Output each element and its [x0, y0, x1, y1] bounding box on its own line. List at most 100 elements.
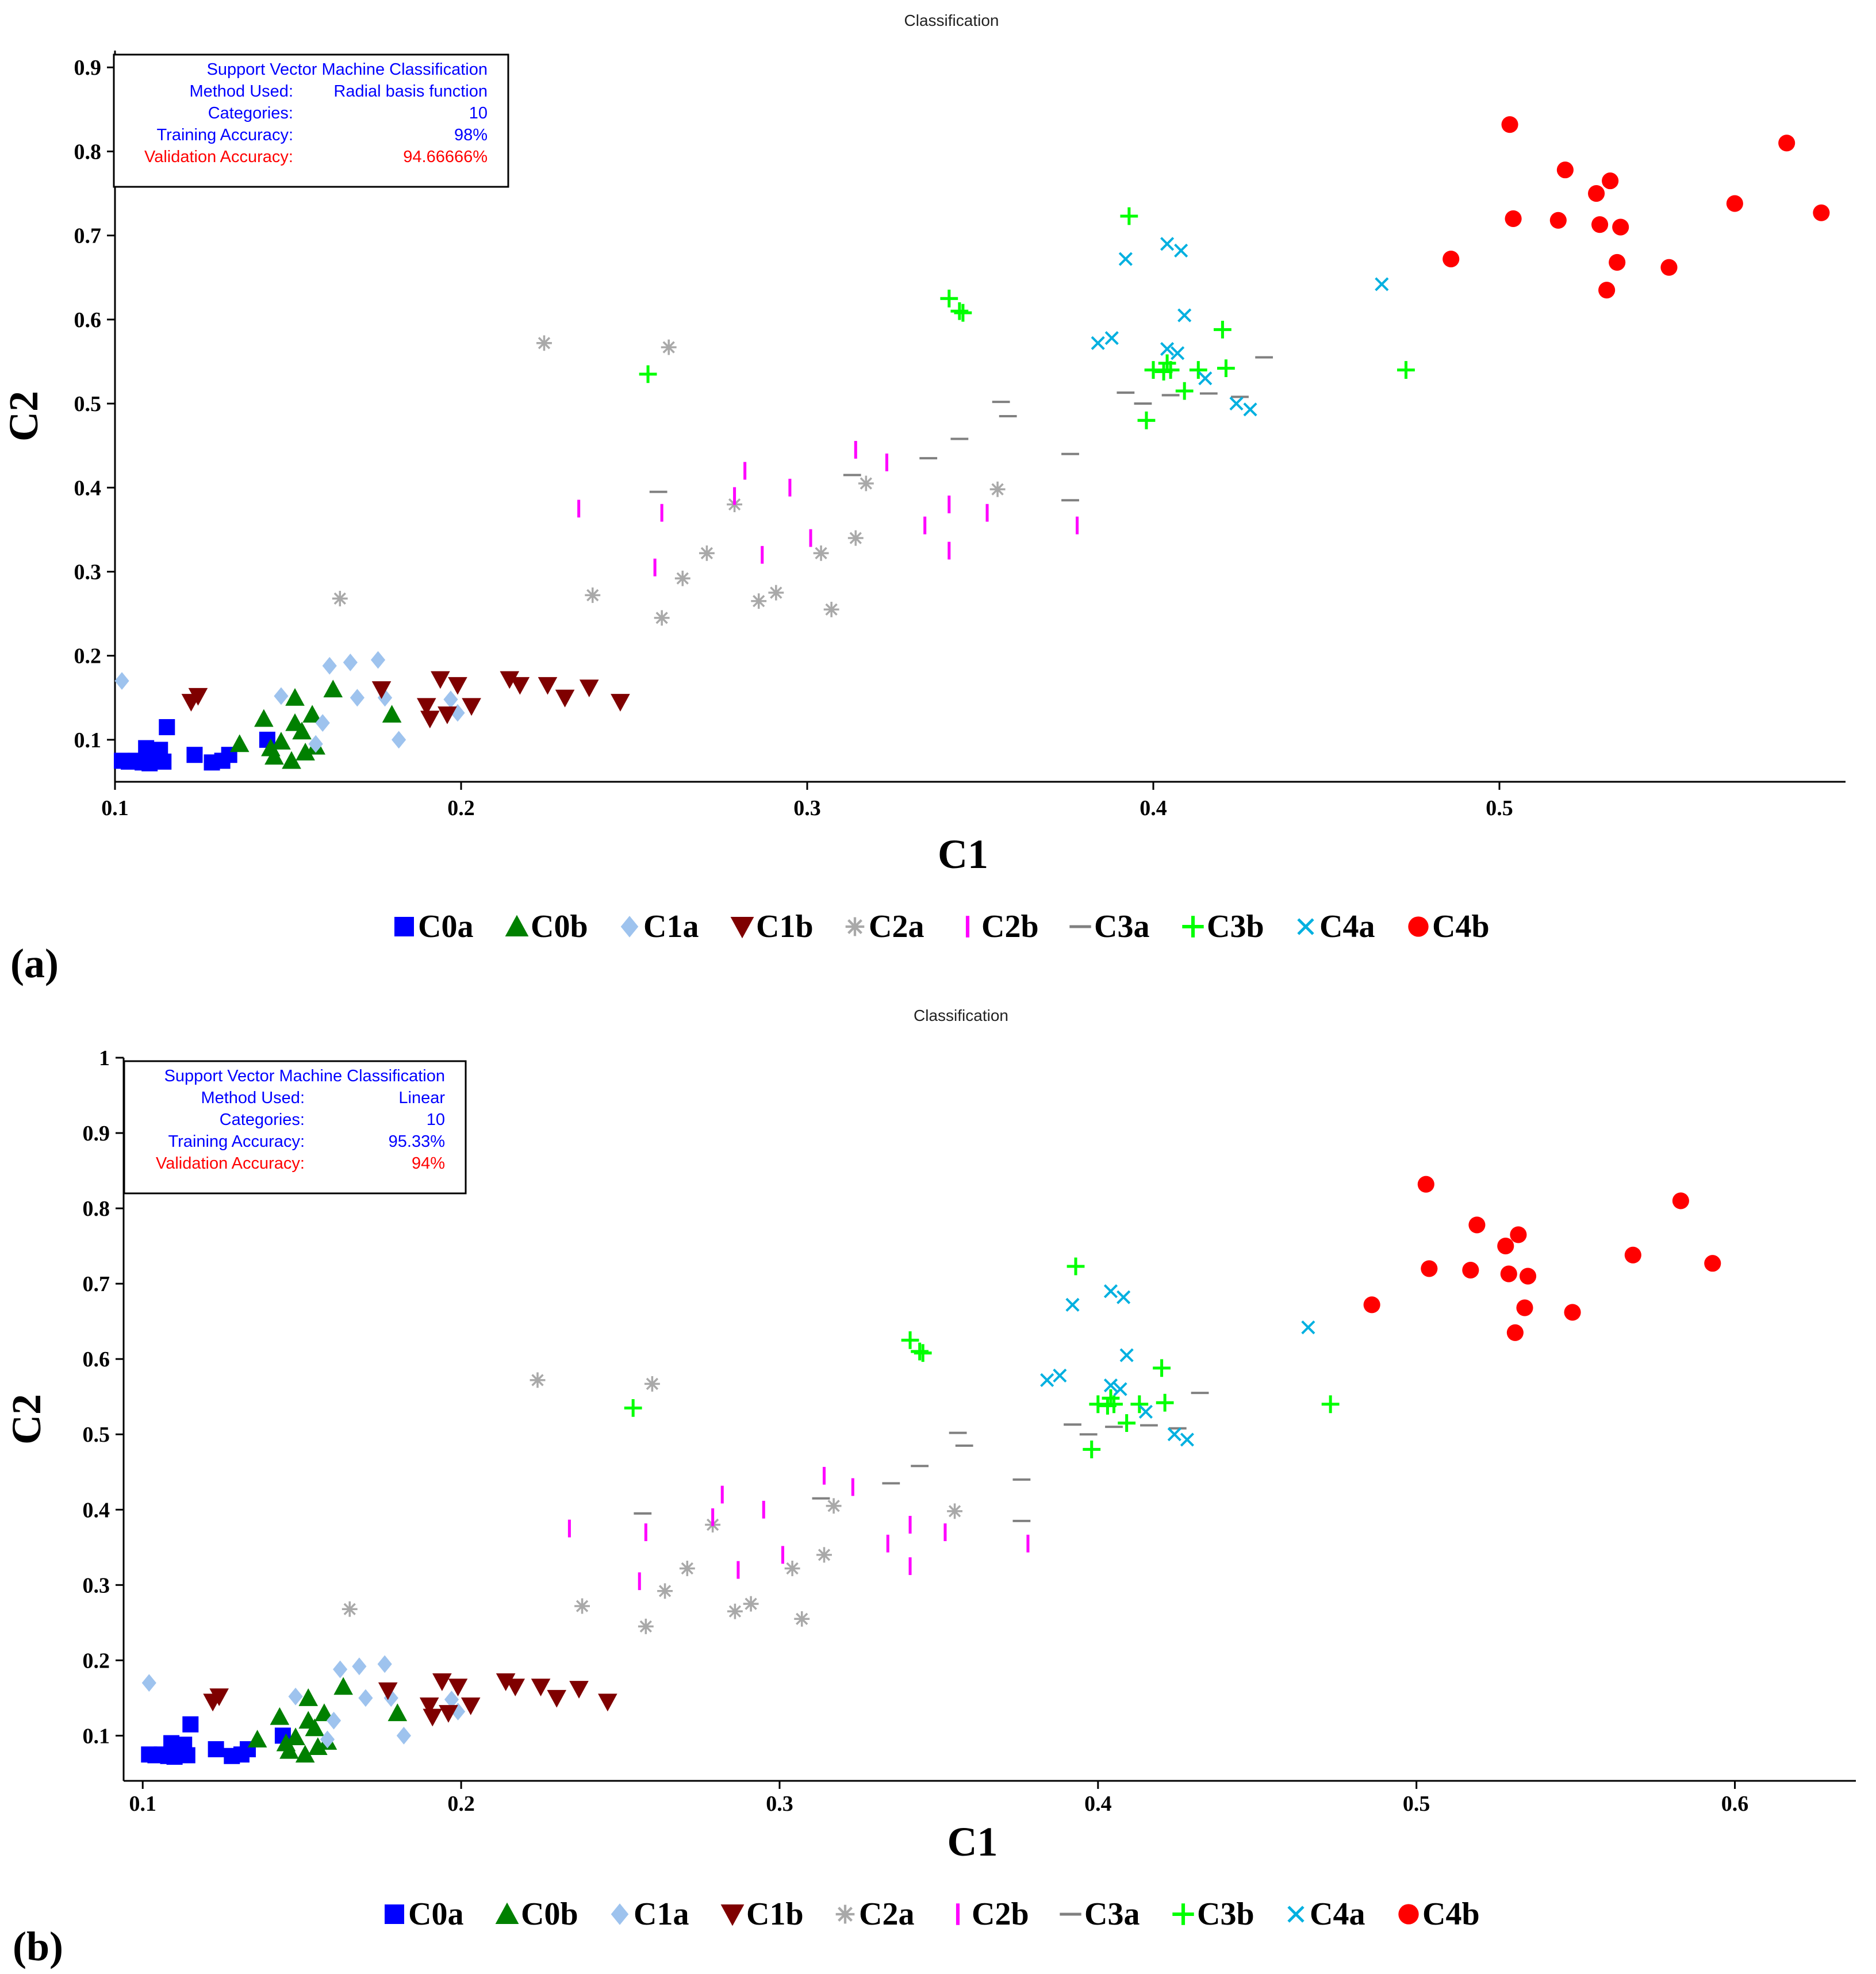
y-tick-label: 0.6	[74, 308, 102, 332]
info-row-value: Linear	[398, 1089, 445, 1107]
y-axis-label: C2	[1, 391, 47, 441]
point-C1a	[444, 1691, 459, 1708]
point-C3b	[950, 302, 969, 320]
point-C4a	[1065, 1297, 1080, 1312]
series-C3b	[639, 207, 1415, 429]
legend-marker-C1a	[620, 916, 639, 938]
point-C4b	[1497, 1238, 1514, 1255]
legend-marker-C1a	[611, 1903, 629, 1925]
point-C1b	[462, 698, 481, 716]
series-C4b	[1363, 1176, 1721, 1341]
info-row-value: 94%	[412, 1154, 445, 1173]
point-C3b	[1118, 1414, 1136, 1432]
point-C4a	[1117, 1290, 1131, 1304]
info-heading: Support Vector Machine Classification	[207, 60, 488, 79]
point-C4b	[1505, 210, 1522, 227]
series-C2b	[577, 441, 1079, 577]
info-box: Support Vector Machine Classification Met…	[113, 53, 509, 188]
series-C4a	[1040, 1284, 1315, 1447]
point-C2a	[644, 1376, 660, 1392]
series-C0b	[229, 679, 402, 769]
series-C3a	[634, 1392, 1209, 1522]
point-C0a	[208, 1741, 224, 1757]
info-row-value: 10	[469, 104, 488, 122]
point-C2a	[574, 1598, 590, 1614]
point-C4b	[1588, 185, 1605, 202]
point-C4b	[1500, 1265, 1517, 1282]
point-C2a	[813, 545, 829, 561]
point-C4b	[1501, 116, 1518, 133]
info-row-label: Training Accuracy:	[168, 1132, 305, 1151]
legend-label-C4b: C4b	[1432, 909, 1490, 944]
point-C4b	[1549, 212, 1567, 229]
legend-label-C0b: C0b	[531, 909, 588, 944]
legend-marker-C0a	[385, 1904, 404, 1924]
point-C1b	[555, 689, 575, 708]
point-C0b	[229, 734, 250, 752]
point-C0b	[247, 1730, 267, 1748]
point-C2a	[947, 1503, 963, 1519]
point-C3b	[1217, 359, 1235, 378]
point-C1b	[423, 1708, 443, 1727]
point-C2a	[989, 481, 1006, 497]
point-C1a	[322, 656, 337, 675]
point-C3b	[1105, 1395, 1123, 1414]
point-C1a	[377, 689, 393, 707]
point-C4a	[1177, 308, 1192, 322]
point-C4b	[1462, 1261, 1479, 1279]
point-C4b	[1726, 195, 1743, 212]
point-C3b	[1120, 207, 1138, 225]
legend-label-C0b: C0b	[521, 1896, 578, 1932]
point-C2a	[679, 1561, 695, 1576]
point-C4a	[1160, 237, 1175, 251]
point-C1a	[141, 1674, 156, 1692]
point-C4b	[1609, 254, 1626, 271]
point-C1b	[448, 1679, 468, 1696]
legend-label-C2b: C2b	[981, 909, 1039, 944]
point-C4b	[1778, 135, 1796, 152]
point-C2a	[638, 1618, 654, 1634]
legend-label-C2a: C2a	[869, 909, 924, 944]
series-C1b	[203, 1673, 617, 1727]
legend-marker-C0b	[495, 1902, 519, 1924]
x-tick-label: 0.5	[1403, 1792, 1430, 1816]
point-C3b	[914, 1344, 932, 1362]
info-box-frame	[113, 53, 509, 188]
point-C4b	[1672, 1192, 1689, 1209]
y-tick-label: 0.7	[83, 1272, 110, 1296]
series-C2a	[342, 1372, 963, 1634]
point-C4a	[1113, 1382, 1127, 1396]
point-C1b	[209, 1688, 229, 1707]
point-C1b	[611, 694, 630, 712]
point-C3b	[1153, 1359, 1171, 1377]
point-C0b	[292, 721, 312, 740]
legend-marker-C4a	[1287, 1906, 1305, 1923]
info-box-frame	[123, 1060, 467, 1195]
y-tick-label: 1	[99, 1046, 110, 1070]
point-C4a	[1301, 1320, 1315, 1335]
point-C4a	[1053, 1368, 1067, 1383]
series-C0a	[141, 1716, 291, 1765]
point-C0b	[298, 1688, 319, 1706]
point-C3b	[1214, 321, 1232, 339]
info-heading: Support Vector Machine Classification	[164, 1067, 445, 1085]
y-tick-label: 0.4	[83, 1498, 110, 1522]
legend-label-C2a: C2a	[859, 1896, 914, 1932]
legend-label-C4a: C4a	[1319, 909, 1375, 944]
point-C1b	[417, 698, 436, 716]
legend: C0a C0b C1a C1b C2a C2b C3a C3b C4a C4b	[394, 909, 1490, 944]
point-C0b	[305, 1718, 325, 1737]
y-axis-label: C2	[3, 1394, 49, 1445]
legend-label-C1b: C1b	[756, 909, 814, 944]
info-row-label: Categories:	[220, 1111, 305, 1129]
point-C0b	[270, 1707, 290, 1725]
point-C3b	[639, 365, 657, 383]
info-row-value: 98%	[454, 126, 488, 144]
series-C1a	[141, 1655, 466, 1749]
y-tick-label: 0.8	[74, 140, 102, 164]
point-C3b	[1156, 1393, 1174, 1412]
point-C2a	[654, 610, 670, 626]
point-C3b	[911, 1342, 929, 1361]
point-C4b	[1813, 204, 1830, 221]
series-C2a	[332, 335, 1006, 626]
